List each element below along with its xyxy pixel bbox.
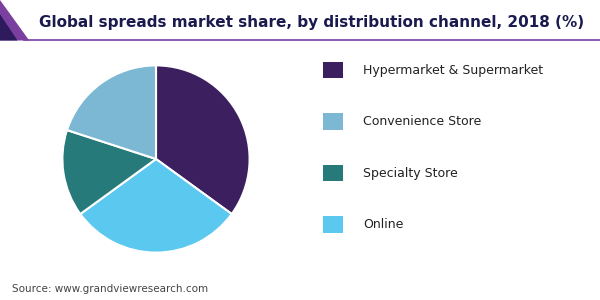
Text: Online: Online	[364, 218, 404, 231]
Text: Specialty Store: Specialty Store	[364, 167, 458, 179]
Text: Hypermarket & Supermarket: Hypermarket & Supermarket	[364, 64, 544, 76]
Polygon shape	[0, 0, 29, 40]
Text: Convenience Store: Convenience Store	[364, 115, 482, 128]
Polygon shape	[0, 14, 17, 40]
Text: Source: www.grandviewresearch.com: Source: www.grandviewresearch.com	[12, 284, 208, 294]
Bar	[323, 62, 343, 78]
Bar	[323, 113, 343, 130]
Bar	[323, 165, 343, 181]
Wedge shape	[80, 159, 232, 253]
Wedge shape	[62, 130, 156, 214]
Wedge shape	[67, 65, 156, 159]
Text: Global spreads market share, by distribution channel, 2018 (%): Global spreads market share, by distribu…	[40, 15, 584, 30]
Wedge shape	[156, 65, 250, 214]
Bar	[323, 216, 343, 233]
